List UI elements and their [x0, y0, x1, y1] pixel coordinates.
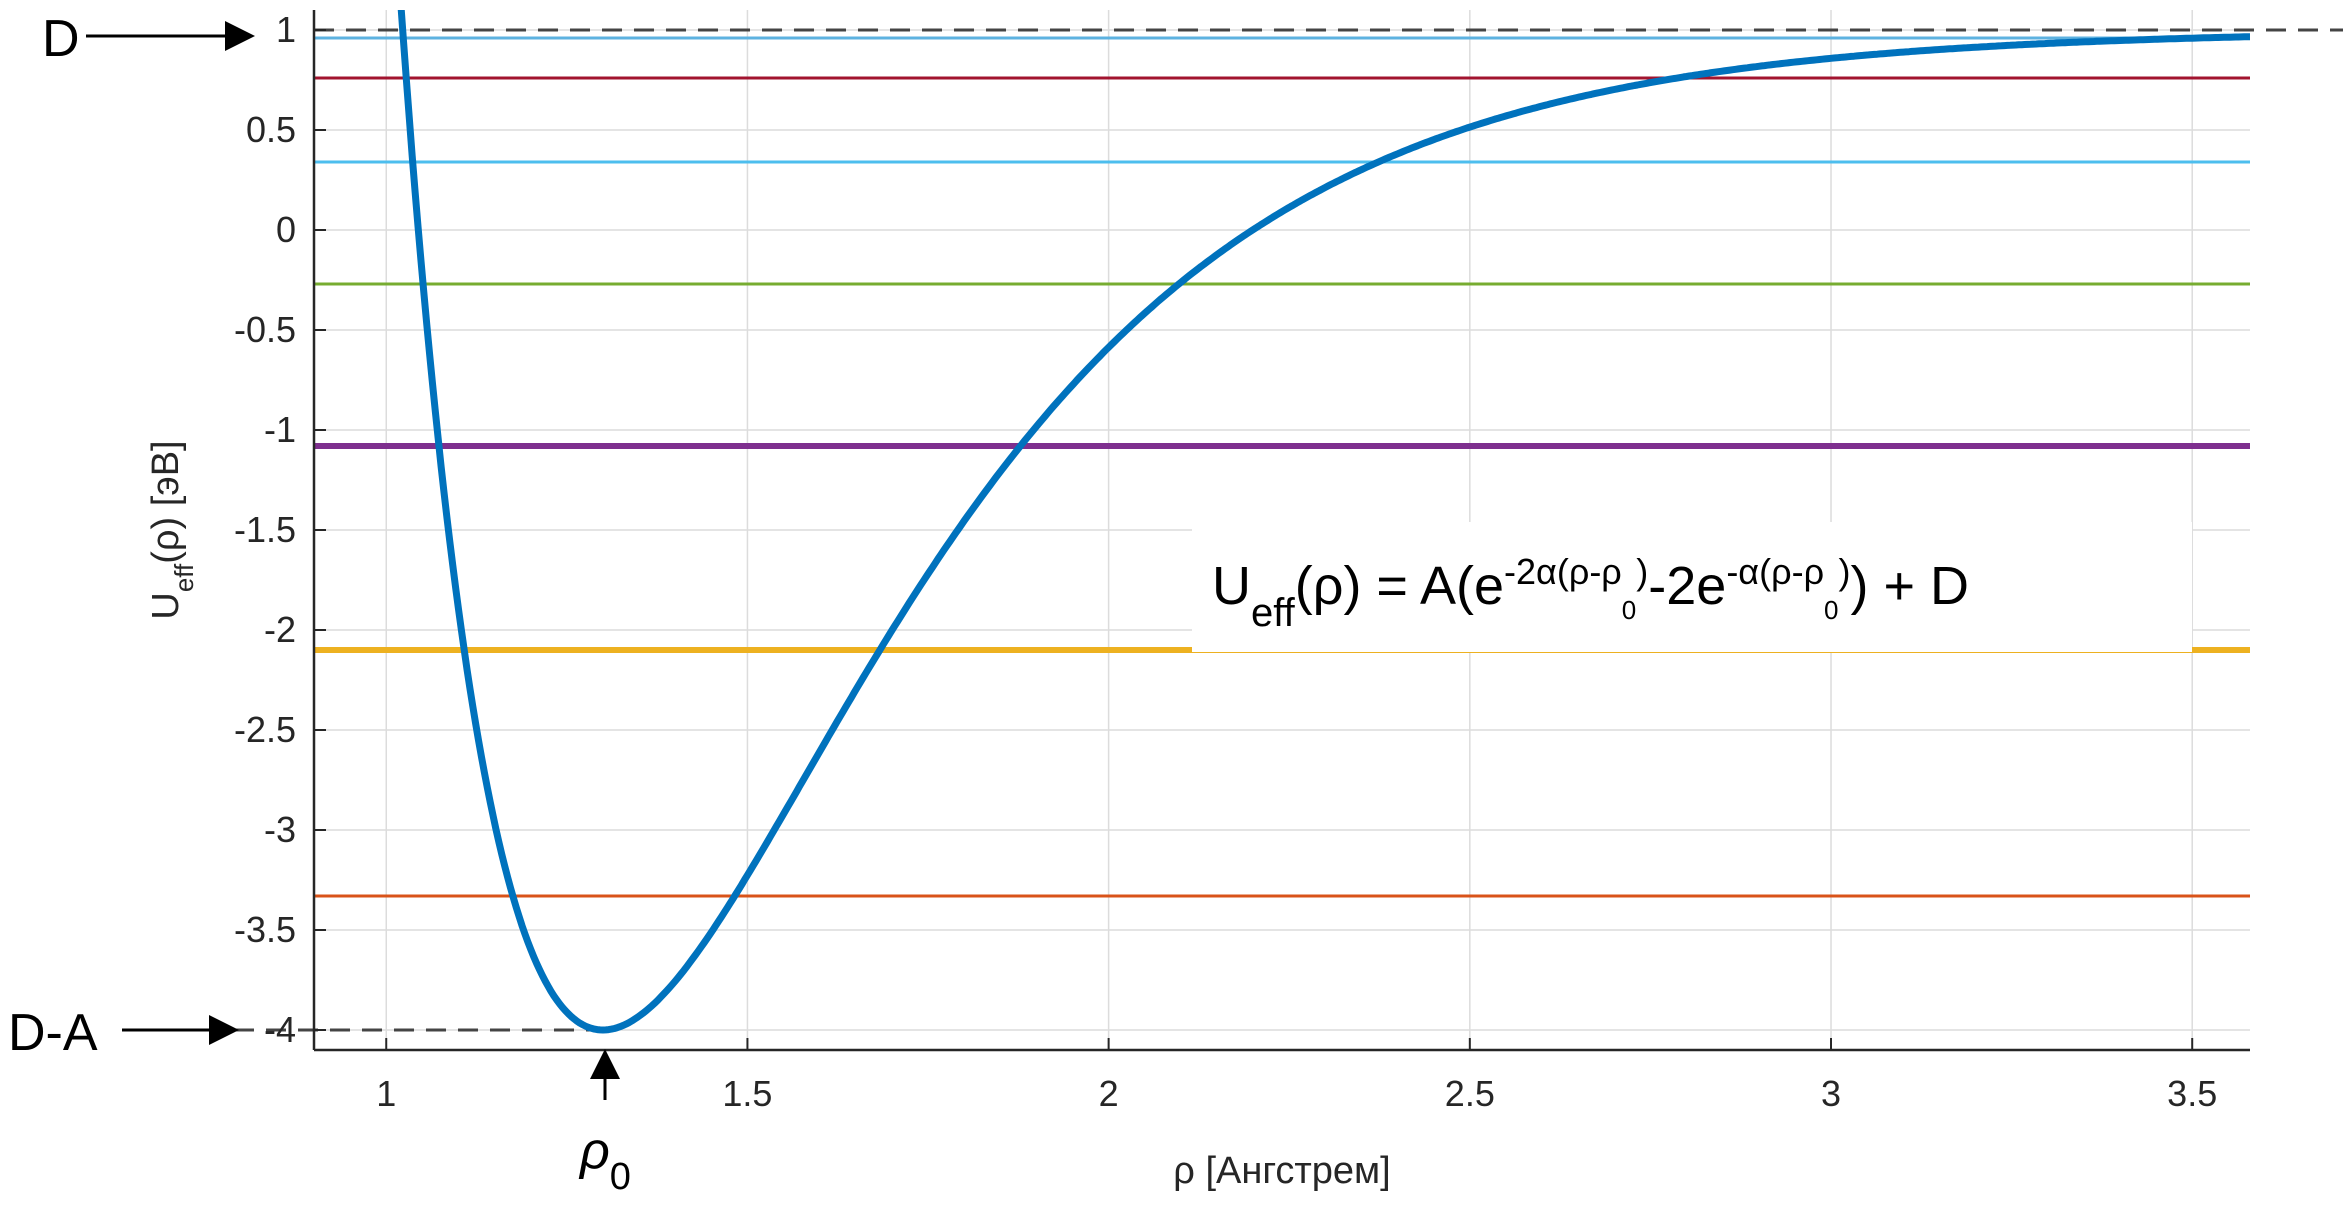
y-tick-label-7: -2.5 [234, 709, 296, 750]
formula-exp2: -α(ρ-ρ [1726, 551, 1824, 592]
grid-lines [314, 10, 2250, 1050]
d-a-label: D-A [8, 1004, 98, 1062]
x-tick-labels: 1 1.5 2 2.5 3 3.5 [376, 1073, 2217, 1114]
y-tick-label-8: -3 [264, 809, 296, 850]
y-tick-labels: 1 0.5 0 -0.5 -1 -1.5 -2 -2.5 -3 -3.5 -4 [234, 9, 296, 1050]
axes [312, 10, 2250, 1052]
y-axis-label: Ueff(ρ) [эВ] [145, 440, 199, 619]
energy-levels [314, 36, 2250, 898]
formula-exp1-sub: 0 [1622, 595, 1636, 625]
y-tick-label-6: -2 [264, 609, 296, 650]
formula-u-sub: eff [1251, 591, 1296, 635]
formula-lhs-rest: (ρ) = A(e [1295, 556, 1504, 616]
x-tick-label-0: 1 [376, 1073, 396, 1114]
x-tick-label-3: 2.5 [1445, 1073, 1495, 1114]
x-axis-label: ρ [Ангстрем] [1173, 1150, 1390, 1192]
y-tick-label-9: -3.5 [234, 909, 296, 950]
y-tick-label-3: -0.5 [234, 309, 296, 350]
y-tick-label-10: -4 [264, 1009, 296, 1050]
y-tick-label-2: 0 [276, 209, 296, 250]
x-tick-label-2: 2 [1099, 1073, 1119, 1114]
formula-mid: -2e [1648, 556, 1726, 616]
formula-exp1: -2α(ρ-ρ [1504, 551, 1622, 592]
formula-background [1192, 522, 2192, 652]
d-label: D [42, 10, 80, 68]
x-tick-label-5: 3.5 [2167, 1073, 2217, 1114]
y-tick-label-0: 1 [276, 9, 296, 50]
x-tick-label-4: 3 [1821, 1073, 1841, 1114]
formula-exp1-close: ) [1636, 551, 1648, 592]
formula-u: U [1212, 556, 1251, 616]
rho0-main: ρ [578, 1122, 610, 1180]
formula-exp2-close: ) [1839, 551, 1851, 592]
formula: Ueff(ρ) = A(e-2α(ρ-ρ0)-2e-α(ρ-ρ0)) + D [1212, 551, 1969, 636]
formula-exp2-sub: 0 [1824, 595, 1838, 625]
x-tick-label-1: 1.5 [722, 1073, 772, 1114]
rho0-label: ρ0 [578, 1122, 631, 1198]
dashed-guides [234, 28, 2343, 1032]
series-morse-curve [397, 10, 2250, 1034]
y-tick-label-4: -1 [264, 409, 296, 450]
y-axis-label-sub: eff [169, 563, 199, 592]
y-axis-label-rest: (ρ) [эВ] [145, 440, 187, 563]
formula-tail: ) + D [1851, 556, 1970, 616]
y-tick-label-5: -1.5 [234, 509, 296, 550]
y-tick-label-1: 0.5 [246, 109, 296, 150]
rho0-sub: 0 [610, 1156, 631, 1198]
potential-curve [397, 10, 2250, 1034]
y-axis-label-main: U [145, 592, 187, 619]
